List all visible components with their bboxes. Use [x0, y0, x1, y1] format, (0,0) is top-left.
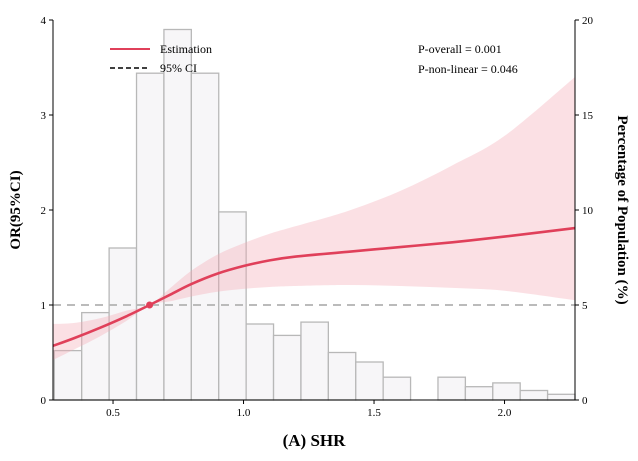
- histogram-bar-14: [464, 386, 494, 401]
- histogram-bar-7: [245, 323, 275, 401]
- estimation-line: [52, 226, 576, 348]
- histogram-bar-5: [190, 72, 220, 401]
- legend: Estimation 95% CI: [110, 42, 212, 75]
- y-left-tick-label-1: 1: [41, 300, 47, 312]
- x-axis-title: (A) SHR: [283, 431, 347, 450]
- ticks: 0.5 1.0 1.5 2.0 0 1 2 3 4 0 5 10 15 20: [41, 15, 594, 419]
- legend-ci-label: 95% CI: [160, 61, 197, 75]
- x-tick-label-1: 1.0: [237, 407, 251, 419]
- histogram-bar-0: [53, 349, 83, 401]
- histogram-bar-15: [492, 382, 521, 401]
- histogram-bar-17: [546, 393, 576, 401]
- y-right-tick-label-1: 5: [582, 300, 588, 312]
- histogram-bar-16: [519, 389, 549, 401]
- y-right-tick-label-2: 10: [582, 205, 594, 217]
- y-left-tick-label-2: 2: [41, 205, 47, 217]
- histogram-bar-13: [437, 376, 467, 401]
- histogram-bar-10: [327, 351, 357, 401]
- y-right-tick-label-3: 15: [582, 110, 594, 122]
- histogram-bar-12: [382, 376, 412, 401]
- histogram-bar-4: [163, 28, 192, 401]
- histogram-bar-9: [300, 321, 330, 401]
- histogram-bar-3: [135, 72, 165, 401]
- y-right-tick-label-4: 20: [582, 15, 594, 27]
- legend-estimation-label: Estimation: [160, 42, 212, 56]
- y-right-axis-title: Percentage of Population (%): [614, 115, 630, 304]
- y-left-axis-title: OR(95%CI): [8, 170, 24, 249]
- p-nonlinear-annotation: P-non-linear = 0.046: [418, 62, 518, 76]
- x-tick-label-2: 1.5: [367, 407, 381, 419]
- x-tick-label-3: 2.0: [498, 407, 512, 419]
- y-left-tick-label-3: 3: [41, 110, 47, 122]
- y-left-tick-label-4: 4: [41, 15, 47, 27]
- y-left-tick-label-0: 0: [41, 395, 47, 407]
- y-right-tick-label-0: 0: [582, 395, 588, 407]
- histogram-bar-11: [355, 361, 384, 401]
- ci-band: [53, 77, 575, 361]
- reference-point: [146, 301, 154, 309]
- x-tick-label-0: 0.5: [106, 407, 120, 419]
- p-overall-annotation: P-overall = 0.001: [418, 42, 502, 56]
- histogram: [53, 28, 576, 401]
- histogram-bar-8: [272, 334, 302, 401]
